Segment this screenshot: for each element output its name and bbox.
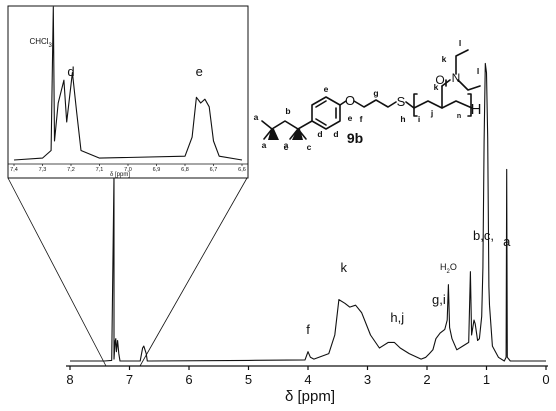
peak-label-2: h,j	[390, 310, 404, 325]
wedge-bond-2	[292, 129, 303, 140]
x-axis-ticks: 8 7 6 5 4 3 2 1 0	[66, 366, 550, 387]
inset-tick-label-3: 7,1	[96, 167, 104, 173]
atom-label-19: n	[457, 113, 461, 120]
x-tick-label-0: 8	[66, 372, 73, 387]
x-tick-label-6: 2	[423, 372, 430, 387]
atom-label-6: d	[317, 129, 322, 139]
atom-label-11: g	[373, 88, 378, 98]
x-tick-label-4: 4	[304, 372, 311, 387]
peak-label-5: b,c,	[473, 228, 494, 243]
atom-label-13: i	[418, 114, 420, 124]
element-label-1: S	[397, 94, 406, 109]
inset-tick-label-5: 6,9	[153, 167, 161, 173]
bond-s-chain	[405, 101, 415, 109]
atom-label-12: h	[400, 114, 405, 124]
chemical-structure-9b	[261, 49, 481, 140]
spectrum-line	[70, 62, 546, 362]
inset-x-label: δ [ppm]	[110, 172, 130, 178]
zoom-line-left	[7, 177, 107, 367]
x-tick-label-7: 1	[483, 372, 490, 387]
inset-tick-label-0: 7,4	[10, 167, 18, 173]
inset-tick-label-1: 7,3	[39, 167, 47, 173]
bond-o-chain	[339, 99, 397, 108]
atom-label-1: a	[262, 140, 267, 150]
inset-tick-label-2: 7,2	[67, 167, 75, 173]
element-label-2: O	[435, 73, 444, 87]
element-label-4: H	[471, 101, 482, 118]
atom-label-17: l	[459, 38, 461, 48]
atom-label-4: c	[284, 142, 289, 152]
atom-label-16: k	[434, 82, 439, 92]
atom-label-0: a	[254, 112, 259, 122]
inset-spectrum-line	[13, 6, 243, 161]
polymer-bracket	[413, 93, 472, 117]
atom-label-8: e	[324, 84, 329, 94]
atom-label-3: b	[285, 106, 290, 116]
zoom-line-right	[139, 177, 248, 367]
atom-label-2: a	[284, 140, 289, 150]
atom-label-5: c	[307, 142, 312, 152]
atom-label-18: l	[477, 66, 479, 76]
atom-label-14: j	[430, 108, 433, 118]
inset-tick-label-4: 7,0	[124, 167, 132, 173]
element-label-0: O	[345, 93, 355, 108]
bond-backbone	[413, 100, 473, 109]
benzene-double-bonds	[315, 100, 337, 126]
atom-label-10: f	[360, 114, 363, 124]
peak-label-3: g,i	[432, 292, 446, 307]
peak-label-4: H2O	[440, 262, 457, 275]
inset-tick-label-8: 6,6	[238, 167, 246, 173]
wedge-bond-1	[268, 129, 279, 140]
inset-label-1: d	[67, 64, 74, 79]
element-label-3: N	[452, 71, 461, 85]
x-tick-label-2: 6	[185, 372, 192, 387]
x-tick-label-3: 5	[245, 372, 252, 387]
atom-label-15: k	[442, 54, 447, 64]
peak-labels: f k h,j g,i H2O b,c, a	[306, 228, 511, 337]
inset-tick-label-6: 6,8	[181, 167, 189, 173]
peak-label-0: f	[306, 322, 310, 337]
bond-quaternary	[297, 120, 313, 130]
x-tick-label-8: 0	[542, 372, 549, 387]
inset-label-2: e	[196, 64, 203, 79]
peak-label-1: k	[340, 260, 347, 275]
atom-label-7: d	[333, 129, 338, 139]
peak-label-6: a	[503, 234, 511, 249]
x-axis-label: δ [ppm]	[285, 388, 335, 405]
bond-amide	[441, 49, 481, 91]
inset-tick-label-7: 6,7	[210, 167, 218, 173]
inset-frame	[7, 5, 249, 179]
compound-label: 9b	[347, 130, 363, 146]
bond-tbutyl-2	[271, 120, 299, 130]
x-tick-label-1: 7	[126, 372, 133, 387]
atom-label-9: e	[348, 113, 353, 123]
inset-x-ticks: 7,4 7,3 7,2 7,1 7,0 6,9 6,8 6,7 6,6	[10, 164, 246, 173]
x-tick-label-5: 3	[364, 372, 371, 387]
